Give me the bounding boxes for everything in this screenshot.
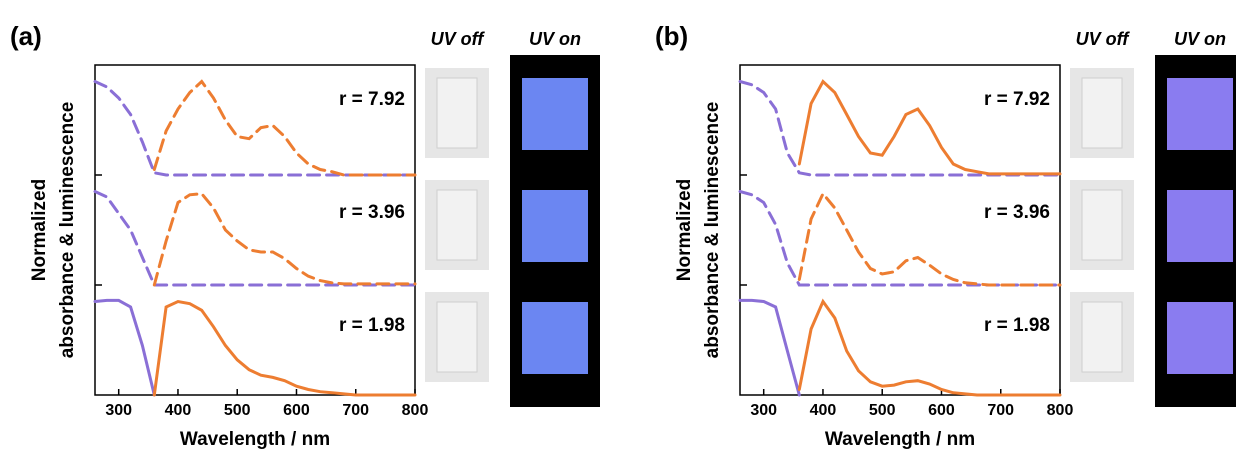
annotation: r = 7.92: [339, 89, 405, 110]
y-axis-label: absorbance & luminescence: [57, 102, 78, 359]
spectrum-line: [95, 300, 154, 395]
x-tick-label: 700: [987, 402, 1014, 419]
annotation: r = 7.92: [984, 89, 1050, 110]
annotation: r = 3.96: [339, 202, 405, 223]
x-tick-label: 800: [402, 402, 429, 419]
x-tick-label: 500: [224, 402, 251, 419]
spectrum-line: [740, 300, 799, 395]
panel-label: (b): [655, 21, 688, 51]
photo-label: UV on: [529, 29, 581, 49]
panel-label: (a): [10, 21, 42, 51]
film-uv-on: [522, 190, 588, 262]
x-tick-label: 800: [1047, 402, 1074, 419]
film-uv-off: [1082, 78, 1122, 148]
annotation: r = 1.98: [984, 315, 1050, 336]
y-axis-label: absorbance & luminescence: [702, 102, 723, 359]
film-uv-off: [1082, 302, 1122, 372]
x-axis-label: Wavelength / nm: [825, 429, 975, 450]
photo-label: UV off: [431, 29, 486, 49]
film-uv-on: [1167, 190, 1233, 262]
x-tick-label: 300: [105, 402, 132, 419]
x-tick-label: 400: [165, 402, 192, 419]
x-tick-label: 300: [750, 402, 777, 419]
photo-label: UV on: [1174, 29, 1226, 49]
film-uv-off: [437, 190, 477, 260]
annotation: r = 1.98: [339, 315, 405, 336]
x-tick-label: 400: [810, 402, 837, 419]
y-axis-label: Normalized: [674, 179, 695, 281]
film-uv-off: [1082, 190, 1122, 260]
film-uv-on: [1167, 78, 1233, 150]
x-tick-label: 600: [283, 402, 310, 419]
plot-frame: [740, 65, 1060, 395]
x-tick-label: 500: [869, 402, 896, 419]
annotation: r = 3.96: [984, 202, 1050, 223]
film-uv-off: [437, 78, 477, 148]
film-uv-off: [437, 302, 477, 372]
x-tick-label: 600: [928, 402, 955, 419]
film-uv-on: [522, 302, 588, 374]
photo-label: UV off: [1076, 29, 1131, 49]
y-axis-label: Normalized: [29, 179, 50, 281]
figure: (a) 300 400 500 600 700 800 Wavelength / nm Norm…: [0, 0, 1236, 451]
film-uv-on: [1167, 302, 1233, 374]
film-uv-on: [522, 78, 588, 150]
x-tick-label: 700: [342, 402, 369, 419]
x-axis-label: Wavelength / nm: [180, 429, 330, 450]
